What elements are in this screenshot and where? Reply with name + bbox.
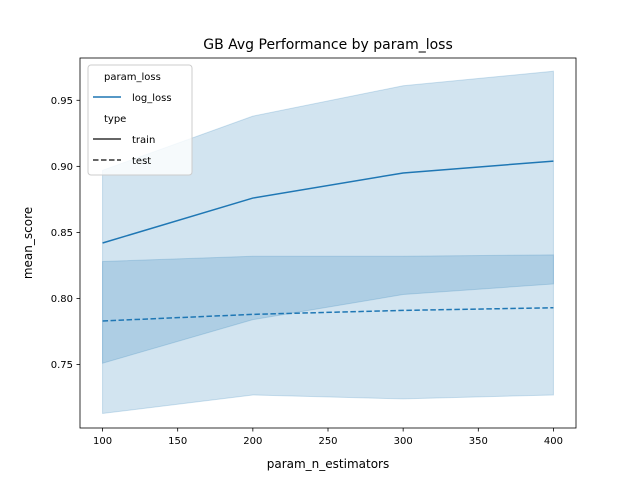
legend-frame <box>87 64 193 176</box>
x-tick-label: 250 <box>318 436 337 447</box>
series-line-train <box>102 160 554 244</box>
ci-band-train <box>102 70 554 364</box>
y-tick-label: 0.95 <box>51 96 73 107</box>
x-tick-label: 300 <box>394 436 413 447</box>
legend-style-title: type <box>104 114 126 125</box>
legend-style-label-test: test <box>132 156 151 167</box>
y-axis-label: mean_score <box>21 207 35 279</box>
legend-hue-label: log_loss <box>132 93 172 104</box>
legend-style-label-train: train <box>132 135 155 146</box>
x-tick-label: 150 <box>168 436 187 447</box>
y-tick-label: 0.80 <box>51 294 73 305</box>
y-tick-label: 0.90 <box>51 162 73 173</box>
ci-band-test <box>102 254 554 415</box>
series-line-test <box>102 307 554 322</box>
y-axis-ticks: 0.75 0.80 0.85 0.90 0.95 <box>51 96 80 371</box>
legend: param_loss log_loss type train test <box>87 64 193 176</box>
x-tick-label: 350 <box>469 436 488 447</box>
x-axis-ticks: 100 150 200 250 300 350 400 <box>93 428 563 447</box>
x-tick-label: 400 <box>544 436 563 447</box>
legend-hue-title: param_loss <box>104 72 161 83</box>
x-axis-label: param_n_estimators <box>267 457 390 471</box>
ci-bands <box>102 70 554 415</box>
x-tick-label: 100 <box>93 436 112 447</box>
y-tick-label: 0.85 <box>51 228 73 239</box>
y-tick-label: 0.75 <box>51 360 73 371</box>
series-lines <box>102 160 554 322</box>
x-tick-label: 200 <box>243 436 262 447</box>
chart-title: GB Avg Performance by param_loss <box>203 37 453 53</box>
